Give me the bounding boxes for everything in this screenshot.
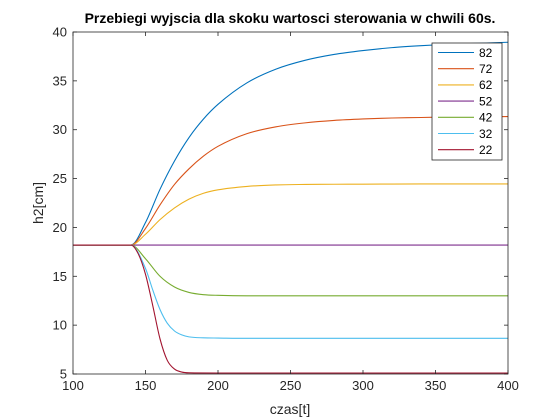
y-axis-label: h2[cm]	[30, 182, 46, 224]
x-tick-label: 350	[425, 378, 447, 393]
y-tick-label: 10	[53, 318, 67, 333]
legend-label-52: 52	[479, 94, 493, 108]
series-line-32	[73, 245, 508, 338]
legend-label-62: 62	[479, 78, 493, 92]
x-tick-label: 200	[207, 378, 229, 393]
series-line-22	[73, 245, 508, 373]
x-tick-label: 300	[352, 378, 374, 393]
x-axis-label: czas[t]	[270, 401, 310, 417]
y-tick-label: 20	[53, 220, 67, 235]
series-line-62	[73, 184, 508, 245]
x-tick-label: 400	[497, 378, 519, 393]
legend-label-82: 82	[479, 46, 493, 60]
y-tick-label: 30	[53, 122, 67, 137]
y-tick-label: 35	[53, 73, 67, 88]
y-tick-label: 40	[53, 25, 67, 40]
x-tick-label: 150	[135, 378, 157, 393]
legend-label-72: 72	[479, 62, 493, 76]
y-tick-label: 5	[60, 367, 67, 382]
legend-label-42: 42	[479, 111, 493, 125]
legend-label-22: 22	[479, 143, 493, 157]
chart-title: Przebiegi wyjscia dla skoku wartosci ste…	[85, 10, 496, 26]
x-tick-label: 250	[280, 378, 302, 393]
legend: 82 72 62 52 42 32 22	[432, 43, 502, 160]
legend-label-32: 32	[479, 127, 493, 141]
y-tick-label: 25	[53, 171, 67, 186]
y-tick-label: 15	[53, 269, 67, 284]
